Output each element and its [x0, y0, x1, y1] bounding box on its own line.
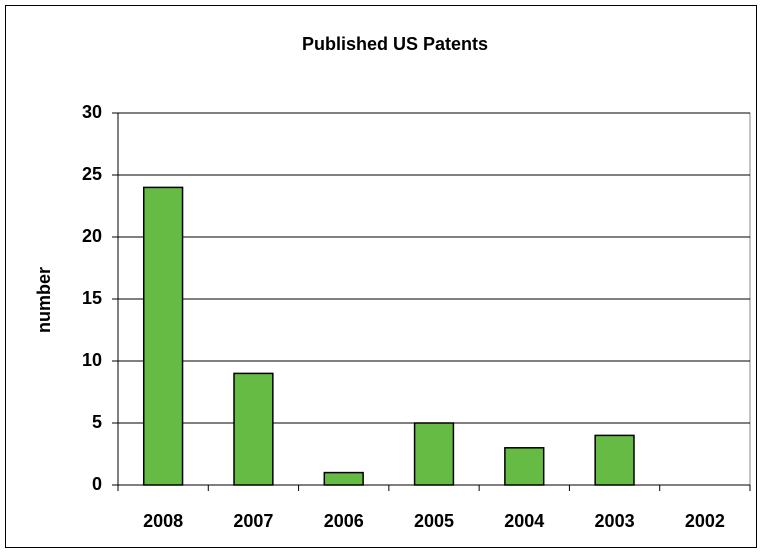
bar	[142, 186, 184, 486]
y-tick-label: 25	[82, 164, 102, 184]
x-tick-label: 2008	[143, 511, 183, 531]
bar	[413, 422, 455, 486]
chart-title: Published US Patents	[302, 34, 488, 54]
bar	[323, 471, 364, 486]
y-tick-label: 5	[92, 412, 102, 432]
y-tick-label: 0	[92, 474, 102, 494]
y-tick-label: 30	[82, 102, 102, 122]
y-tick-label: 20	[82, 226, 102, 246]
x-tick-label: 2006	[324, 511, 364, 531]
y-tick-label: 15	[82, 288, 102, 308]
bar	[233, 372, 274, 486]
x-tick-label: 2005	[414, 511, 454, 531]
x-tick-label: 2002	[685, 511, 725, 531]
x-tick-label: 2003	[595, 511, 635, 531]
x-tick-label: 2007	[233, 511, 273, 531]
bar	[504, 447, 545, 486]
y-tick-label: 10	[82, 350, 102, 370]
y-axis-label: number	[34, 267, 54, 333]
bar	[594, 434, 635, 486]
x-tick-label: 2004	[504, 511, 544, 531]
